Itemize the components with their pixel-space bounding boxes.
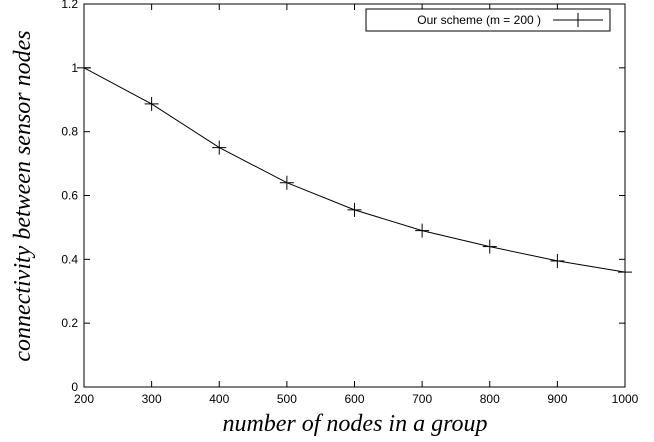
legend: Our scheme (m = 200 ) [365,8,611,32]
y-tick-label: 1 [71,61,78,75]
x-tick-label: 200 [74,392,94,406]
series-layer [77,60,632,280]
x-tick-label: 900 [547,392,567,406]
y-axis-title: connectivity between sensor nodes [10,30,36,361]
x-axis-title: number of nodes in a group [222,411,487,437]
data-point [618,265,632,280]
x-tick-label: 800 [480,392,500,406]
y-tick-label: 0.8 [61,125,78,139]
x-tick-label: 1000 [612,392,639,406]
data-point [550,253,565,268]
data-point [279,175,294,190]
plot-frame [83,3,626,388]
y-tick-label: 0.4 [61,252,78,266]
data-point [144,96,159,111]
y-tick-label: 0.6 [61,189,78,203]
y-tick-label: 0.2 [61,316,78,330]
legend-box [365,8,611,32]
x-tick-label: 600 [344,392,364,406]
x-tick-label: 700 [412,392,432,406]
legend-label: Our scheme (m = 200 ) [417,13,541,27]
data-point [415,223,430,238]
series-line [83,67,626,273]
x-tick-label: 300 [142,392,162,406]
y-tick-label: 0 [71,380,78,394]
x-tick-label: 400 [209,392,229,406]
data-point [77,60,91,75]
data-point [212,140,227,155]
y-axis-ticks: 0 0.2 0.4 0.6 0.8 1 1.2 [61,0,625,394]
x-axis-ticks: 200 300 400 500 600 700 800 900 1000 [74,4,639,406]
y-tick-label: 1.2 [61,0,78,11]
data-point [347,202,362,217]
x-tick-label: 500 [277,392,297,406]
data-point [482,239,497,254]
